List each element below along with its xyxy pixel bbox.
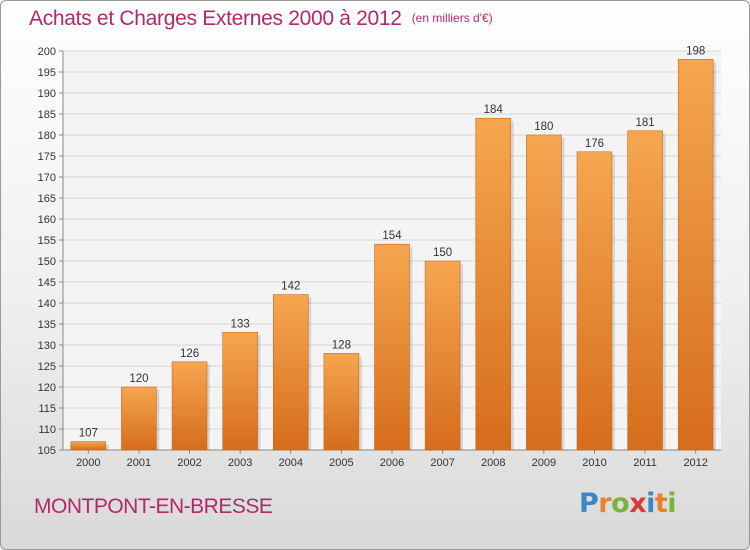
bar — [475, 117, 511, 451]
bar — [526, 134, 562, 451]
bar-value-label: 150 — [433, 247, 452, 259]
x-tick-label: 2005 — [329, 457, 353, 469]
y-tick-label: 150 — [38, 256, 56, 268]
y-tick-label: 160 — [38, 214, 56, 226]
x-tick-label: 2001 — [127, 457, 151, 469]
bar — [677, 59, 714, 451]
x-tick-label: 2003 — [228, 457, 252, 469]
chart-title: Achats et Charges Externes 2000 à 2012 (e… — [29, 7, 493, 31]
x-tick-label: 2002 — [177, 457, 201, 469]
bar — [273, 294, 309, 451]
x-tick-label: 2012 — [683, 457, 707, 469]
bar — [323, 353, 360, 451]
bar-value-label: 198 — [686, 45, 705, 57]
bar — [70, 441, 107, 451]
bar — [424, 260, 461, 451]
y-tick-label: 195 — [38, 67, 56, 79]
bar-value-label: 128 — [332, 339, 351, 351]
y-tick-label: 145 — [38, 277, 56, 289]
town-name: MONTPONT-EN-BRESSE — [34, 495, 273, 518]
x-tick-label: 2004 — [279, 457, 303, 469]
bar-value-label: 184 — [484, 104, 504, 116]
bar — [222, 332, 258, 451]
x-tick-label: 2011 — [633, 457, 657, 469]
y-tick-label: 170 — [38, 172, 56, 184]
bar — [374, 243, 410, 451]
bar — [627, 130, 663, 451]
bar-value-label: 107 — [79, 428, 98, 440]
bar-value-label: 126 — [180, 348, 199, 360]
bar-value-label: 133 — [231, 318, 250, 330]
bar-value-label: 181 — [635, 117, 654, 129]
x-tick-label: 2006 — [380, 457, 404, 469]
y-tick-label: 175 — [38, 151, 56, 163]
y-tick-label: 110 — [38, 424, 56, 436]
bar — [576, 151, 613, 451]
y-tick-label: 155 — [38, 235, 56, 247]
bar-value-label: 142 — [281, 281, 300, 293]
x-tick-label: 2007 — [430, 457, 454, 469]
y-tick-label: 130 — [38, 340, 56, 352]
bar-value-label: 154 — [382, 230, 402, 242]
bar-value-label: 176 — [585, 138, 604, 150]
x-tick-label: 2008 — [481, 457, 505, 469]
bar-value-label: 180 — [534, 121, 553, 133]
y-tick-label: 105 — [38, 445, 56, 457]
y-tick-label: 190 — [38, 88, 56, 100]
bar — [171, 361, 208, 451]
chart-title-text: Achats et Charges Externes 2000 à 2012 — [29, 7, 402, 30]
x-tick-label: 2010 — [582, 457, 606, 469]
y-tick-label: 120 — [38, 382, 56, 394]
y-tick-label: 180 — [38, 130, 56, 142]
y-tick-label: 115 — [38, 403, 56, 415]
chart-unit-note: (en milliers d'€) — [411, 11, 493, 25]
y-tick-label: 125 — [38, 361, 56, 373]
x-tick-label: 2000 — [76, 457, 100, 469]
x-tick-label: 2009 — [532, 457, 556, 469]
y-tick-label: 200 — [38, 46, 56, 58]
proxiti-logo: Proxiti — [579, 488, 677, 519]
label-layer: 105 110 115 120 125 130 135 140 145 150 155 160 165 1… — [38, 45, 708, 469]
y-tick-label: 140 — [38, 298, 56, 310]
y-tick-label: 185 — [38, 109, 56, 121]
bar — [121, 386, 157, 451]
y-tick-label: 135 — [38, 319, 56, 331]
y-tick-label: 165 — [38, 193, 56, 205]
bar-layer — [70, 59, 717, 451]
bar-value-label: 120 — [129, 373, 148, 385]
